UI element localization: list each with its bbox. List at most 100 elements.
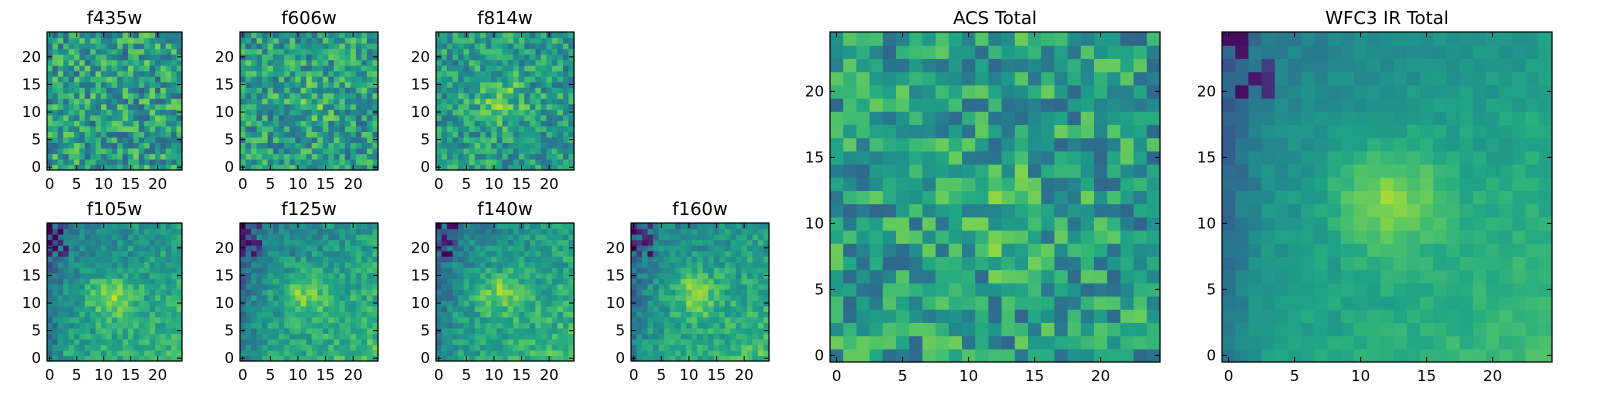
heatmap-cell [317,316,324,323]
heatmap-cell [361,131,368,138]
heatmap-cell [713,245,720,252]
heatmap-cell [111,294,118,301]
heatmap-cell [535,109,542,116]
heatmap-cell [133,338,140,346]
heatmap-cell [256,349,263,357]
heatmap-cell [90,261,97,268]
heatmap-cell [171,65,178,72]
heatmap-cell [306,48,313,55]
heatmap-cell [284,327,291,334]
heatmap-cell [480,54,487,61]
heatmap-cell [702,322,709,329]
heatmap-cell [502,250,509,257]
heatmap-cell [133,272,140,279]
heatmap-cell [300,250,307,257]
heatmap-cell [713,289,720,296]
heatmap-cell [52,327,59,334]
heatmap-cell [84,278,91,285]
heatmap-cell [328,316,335,323]
heatmap-cell [311,164,318,171]
heatmap-cell [90,322,97,329]
heatmap-cell [529,120,536,127]
heatmap-cell [480,32,487,39]
heatmap-cell [295,98,302,105]
heatmap-cell [642,234,649,241]
heatmap-cell [355,125,363,132]
heatmap-cell [730,338,737,346]
heatmap-cell [355,142,363,149]
heatmap-cell [149,283,156,290]
heatmap-cell [869,230,884,244]
heatmap-cell [535,92,542,99]
heatmap-cell [128,327,134,334]
heatmap-cell [724,234,731,241]
heatmap-cell [79,234,86,241]
heatmap-cell [52,267,59,274]
heatmap-cell [122,338,129,346]
heatmap-cell [502,164,509,171]
heatmap-cell [1067,309,1082,323]
heatmap-cell [469,294,476,301]
heatmap-cell [529,92,536,99]
heatmap-cell [366,54,374,61]
heatmap-cell [267,272,274,279]
heatmap-cell [463,76,470,83]
heatmap-cell [350,234,357,241]
heatmap-cell [496,289,503,296]
heatmap-cell [502,338,509,346]
heatmap-cell [713,311,720,318]
heatmap-cell [524,43,531,50]
panel-title: f814w [477,8,532,29]
heatmap-cell [507,103,514,110]
heatmap-cell [333,327,340,334]
heatmap-cell [328,81,335,88]
heatmap-cell [144,261,151,268]
heatmap-cell [111,59,118,66]
heatmap-cell [171,48,178,55]
heatmap-cell [350,333,357,340]
heatmap-cell [513,164,520,171]
heatmap-cell [441,37,448,44]
heatmap-cell [251,234,258,241]
heatmap-cell [562,234,570,241]
heatmap-cell [273,87,280,94]
heatmap-cell [245,136,252,143]
heatmap-cell [551,70,559,77]
heatmap-cell [57,147,64,155]
heatmap-cell [361,256,368,263]
heatmap-cell [350,131,357,138]
heatmap-cell [57,355,64,362]
heatmap-cell [752,294,759,301]
y-tick-label: 20 [606,239,625,257]
heatmap-cell [507,283,514,290]
heatmap-cell [344,278,351,285]
heatmap-cell [502,228,509,235]
heatmap-cell [306,344,313,351]
heatmap-cell [540,32,547,39]
heatmap-cell [546,48,553,55]
heatmap-cell [746,278,754,285]
heatmap-cell [300,228,307,235]
heatmap-cell [306,136,313,143]
heatmap-cell [256,300,263,307]
heatmap-cell [491,338,498,346]
heatmap-cell [658,234,665,241]
heatmap-cell [138,32,145,39]
heatmap-cell [658,283,665,290]
heatmap-cell [436,158,443,166]
heatmap-cell [333,256,340,263]
heatmap-cell [267,261,274,268]
heatmap-cell [452,103,459,110]
heatmap-cell [350,228,357,235]
heatmap-cell [551,344,559,351]
heatmap-cell [642,239,649,246]
heatmap-cell [447,283,454,290]
heatmap-cell [245,32,252,39]
heatmap-cell [57,142,64,149]
heatmap-cell [562,98,570,105]
heatmap-cell [278,125,285,132]
heatmap-cell [256,355,263,362]
heatmap-cell [436,261,443,268]
heatmap-cell [557,294,564,301]
heatmap-cell [452,311,459,318]
